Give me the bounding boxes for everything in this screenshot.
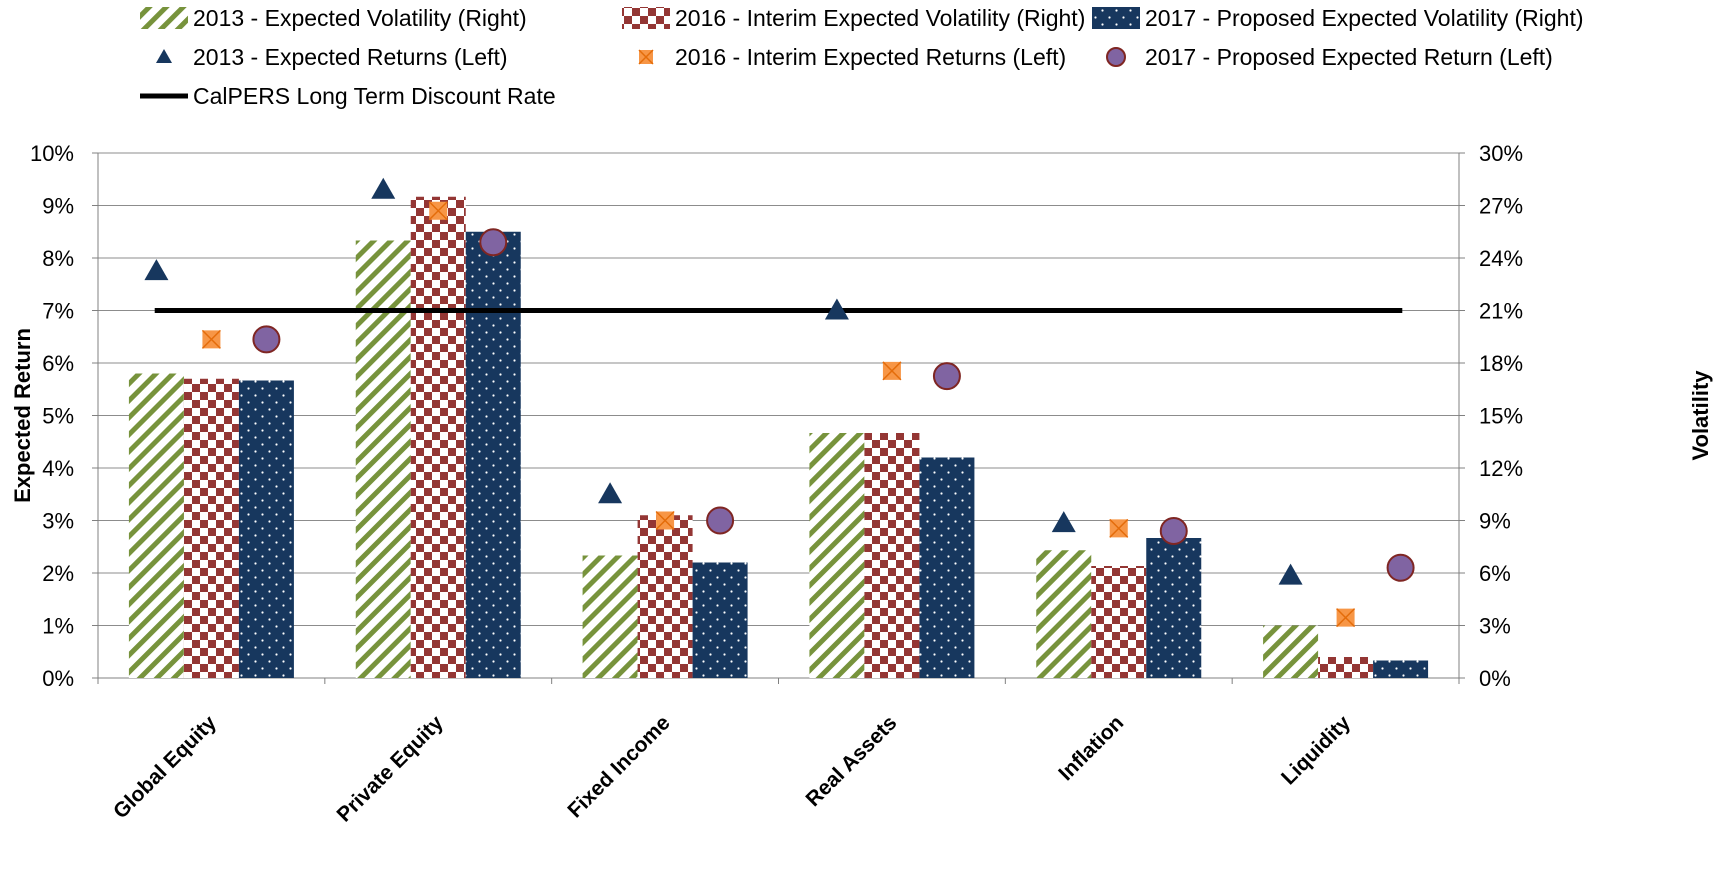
bar-2013-expected-volatility-right <box>128 373 184 678</box>
left-axis-title: Expected Return <box>10 328 35 503</box>
legend-label: 2013 - Expected Returns (Left) <box>193 44 508 70</box>
bar-2016-interim-expected-volatility-right <box>1091 566 1147 678</box>
bar-2017-proposed-expected-volatility-right <box>1373 660 1429 678</box>
right-axis-tick-label: 21% <box>1479 299 1523 324</box>
left-axis-tick-label: 1% <box>42 614 74 639</box>
bar-2013-expected-volatility-right <box>582 555 638 678</box>
legend-marker-2013-expected-returns-left <box>156 49 172 63</box>
marker-2013-expected-returns-left <box>824 298 849 320</box>
bar-2016-interim-expected-volatility-right <box>183 378 239 678</box>
marker-2016-interim-expected-returns-left-cross <box>655 510 675 531</box>
bar-2017-proposed-expected-volatility-right <box>919 457 975 678</box>
left-axis-tick-label: 7% <box>42 299 74 324</box>
bar-2017-proposed-expected-volatility-right <box>465 231 521 678</box>
right-axis-tick-label: 18% <box>1479 351 1523 376</box>
marker-2013-expected-returns-left <box>1278 563 1303 585</box>
marker-2016-interim-expected-returns-left <box>655 510 675 531</box>
left-axis-tick-label: 10% <box>30 141 74 166</box>
marker-2013-expected-returns-left <box>598 482 623 504</box>
right-axis-tick-label: 12% <box>1479 456 1523 481</box>
left-axis-tick-label: 9% <box>42 194 74 219</box>
bar-2013-expected-volatility-right <box>1263 625 1319 678</box>
legend-marker-2016-interim-expected-returns-left-cross <box>638 49 654 65</box>
legend-swatch-2017-proposed-expected-volatility-right <box>1092 7 1140 29</box>
right-axis-tick-label: 30% <box>1479 141 1523 166</box>
markers-group <box>144 177 1415 628</box>
marker-2016-interim-expected-returns-left-cross <box>1109 518 1129 538</box>
gridlines <box>98 152 1459 679</box>
legend-label: 2013 - Expected Volatility (Right) <box>193 5 527 31</box>
marker-2016-interim-expected-returns-left <box>1109 518 1129 538</box>
bar-2017-proposed-expected-volatility-right <box>692 562 748 678</box>
bar-2017-proposed-expected-volatility-right <box>1146 538 1202 678</box>
legend-label: 2016 - Interim Expected Volatility (Righ… <box>675 5 1085 31</box>
right-axis-tick-label: 15% <box>1479 404 1523 429</box>
bar-2016-interim-expected-volatility-right <box>1318 657 1374 678</box>
marker-2017-proposed-expected-return-left <box>479 228 508 257</box>
left-axis-tick-label: 2% <box>42 561 74 586</box>
bar-2016-interim-expected-volatility-right <box>637 515 693 678</box>
left-axis-tick-label: 8% <box>42 246 74 271</box>
legend-label: 2017 - Proposed Expected Volatility (Rig… <box>1145 5 1584 31</box>
legend-label: 2017 - Proposed Expected Return (Left) <box>1145 44 1553 70</box>
marker-2016-interim-expected-returns-left-cross <box>1336 608 1356 628</box>
right-axis-tick-label: 6% <box>1479 561 1511 586</box>
marker-2016-interim-expected-returns-left <box>201 329 221 349</box>
left-axis-tick-label: 0% <box>42 666 74 691</box>
left-axis-tick-label: 3% <box>42 509 74 534</box>
right-axis-title: Volatility <box>1688 370 1713 461</box>
bar-2016-interim-expected-volatility-right <box>410 196 466 678</box>
legend: 2013 - Expected Volatility (Right) 2016 -… <box>140 5 1584 109</box>
marker-2013-expected-returns-left <box>1051 511 1076 533</box>
marker-2017-proposed-expected-return-left <box>252 325 281 354</box>
right-axis-tick-label: 9% <box>1479 509 1511 534</box>
bar-2013-expected-volatility-right <box>355 240 411 678</box>
legend-swatch-2016-interim-expected-volatility-right <box>622 7 670 29</box>
category-label: Real Assets <box>802 711 902 811</box>
marker-2016-interim-expected-returns-left-cross <box>428 201 448 221</box>
marker-2017-proposed-expected-return-left <box>706 506 735 535</box>
right-axis-tick-label: 24% <box>1479 246 1523 271</box>
bar-2013-expected-volatility-right <box>809 433 865 678</box>
marker-2013-expected-returns-left <box>144 259 169 281</box>
legend-swatch-2013-expected-volatility-right <box>140 7 188 29</box>
marker-2016-interim-expected-returns-left <box>1336 608 1356 628</box>
left-axis-tick-label: 6% <box>42 351 74 376</box>
marker-2013-expected-returns-left <box>371 177 396 199</box>
left-axis-tick-label: 4% <box>42 456 74 481</box>
bars-group <box>128 196 1429 678</box>
marker-2016-interim-expected-returns-left-cross <box>882 361 902 381</box>
bar-2017-proposed-expected-volatility-right <box>238 380 294 678</box>
legend-marker-2016-interim-expected-returns-left <box>638 49 654 65</box>
marker-2017-proposed-expected-return-left <box>1386 553 1415 582</box>
category-label: Global Equity <box>109 711 221 823</box>
bar-2016-interim-expected-volatility-right <box>864 433 920 678</box>
marker-2017-proposed-expected-return-left <box>1159 517 1188 545</box>
marker-2016-interim-expected-returns-left <box>428 201 448 221</box>
category-label: Liquidity <box>1277 711 1355 789</box>
left-axis-tick-label: 5% <box>42 404 74 429</box>
marker-2016-interim-expected-returns-left <box>882 361 902 381</box>
right-axis-tick-label: 27% <box>1479 194 1523 219</box>
category-label: Inflation <box>1054 711 1128 785</box>
right-axis-tick-label: 0% <box>1479 666 1511 691</box>
right-axis-tick-label: 3% <box>1479 614 1511 639</box>
legend-label: CalPERS Long Term Discount Rate <box>193 83 556 109</box>
bar-2013-expected-volatility-right <box>1036 550 1092 678</box>
legend-label: 2016 - Interim Expected Returns (Left) <box>675 44 1066 70</box>
category-label: Fixed Income <box>563 711 674 822</box>
marker-2016-interim-expected-returns-left-cross <box>201 329 221 349</box>
legend-marker-2017-proposed-expected-return-left <box>1106 47 1126 67</box>
category-label: Private Equity <box>332 711 448 827</box>
marker-2017-proposed-expected-return-left <box>932 362 961 391</box>
